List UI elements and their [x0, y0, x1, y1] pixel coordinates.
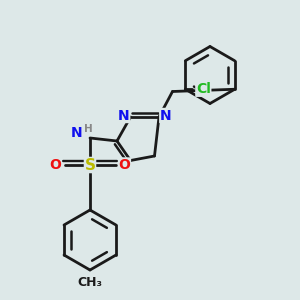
Text: Cl: Cl	[196, 82, 211, 96]
Text: S: S	[85, 158, 95, 172]
Text: N: N	[160, 109, 171, 122]
Text: O: O	[118, 158, 130, 172]
Text: H: H	[83, 124, 92, 134]
Text: O: O	[50, 158, 61, 172]
Text: N: N	[71, 127, 82, 140]
Text: CH₃: CH₃	[77, 276, 103, 289]
Text: N: N	[118, 109, 130, 122]
